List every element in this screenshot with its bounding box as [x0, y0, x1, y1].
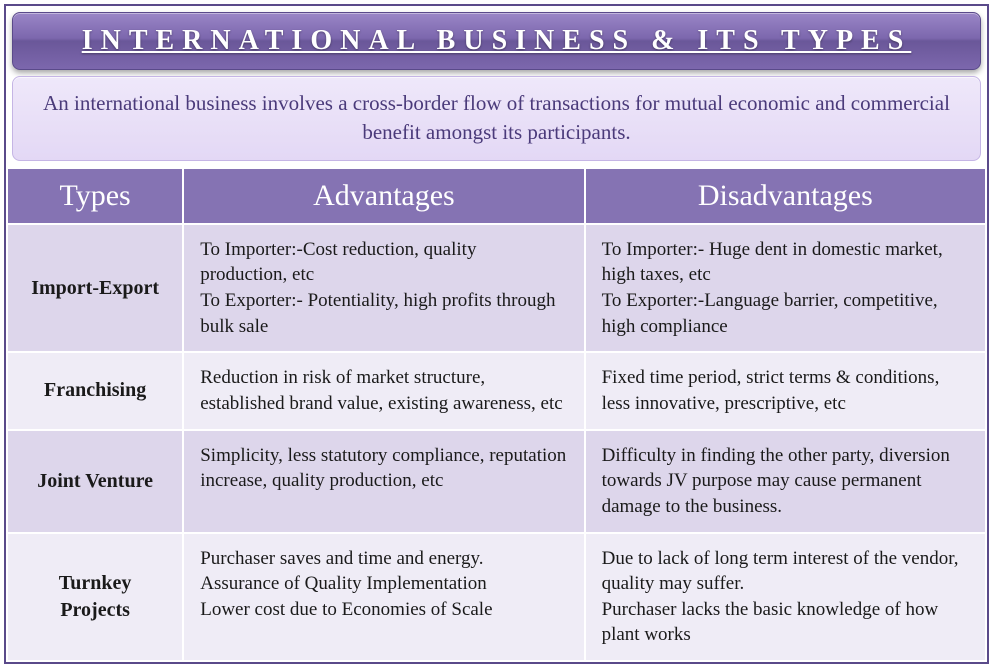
cell-advantages: Purchaser saves and time and energy.Assu…	[183, 533, 584, 662]
cell-type: Franchising	[7, 352, 183, 429]
col-types: Types	[7, 168, 183, 224]
cell-type: Joint Venture	[7, 430, 183, 533]
definition-box: An international business involves a cro…	[12, 76, 981, 161]
cell-advantages: Reduction in risk of market structure, e…	[183, 352, 584, 429]
cell-type: Import-Export	[7, 224, 183, 353]
types-table: Types Advantages Disadvantages Import-Ex…	[6, 167, 987, 662]
infographic-card: INTERNATIONAL BUSINESS & ITS TYPES An in…	[4, 4, 989, 664]
table-header-row: Types Advantages Disadvantages	[7, 168, 986, 224]
cell-disadvantages: To Importer:- Huge dent in domestic mark…	[585, 224, 986, 353]
table-row: Turnkey Projects Purchaser saves and tim…	[7, 533, 986, 662]
cell-advantages: To Importer:-Cost reduction, quality pro…	[183, 224, 584, 353]
cell-advantages: Simplicity, less statutory compliance, r…	[183, 430, 584, 533]
table-row: Franchising Reduction in risk of market …	[7, 352, 986, 429]
table-row: Joint Venture Simplicity, less statutory…	[7, 430, 986, 533]
table-row: Import-Export To Importer:-Cost reductio…	[7, 224, 986, 353]
cell-disadvantages: Fixed time period, strict terms & condit…	[585, 352, 986, 429]
title-bar: INTERNATIONAL BUSINESS & ITS TYPES	[12, 12, 981, 70]
cell-disadvantages: Difficulty in finding the other party, d…	[585, 430, 986, 533]
col-disadvantages: Disadvantages	[585, 168, 986, 224]
col-advantages: Advantages	[183, 168, 584, 224]
cell-disadvantages: Due to lack of long term interest of the…	[585, 533, 986, 662]
cell-type: Turnkey Projects	[7, 533, 183, 662]
